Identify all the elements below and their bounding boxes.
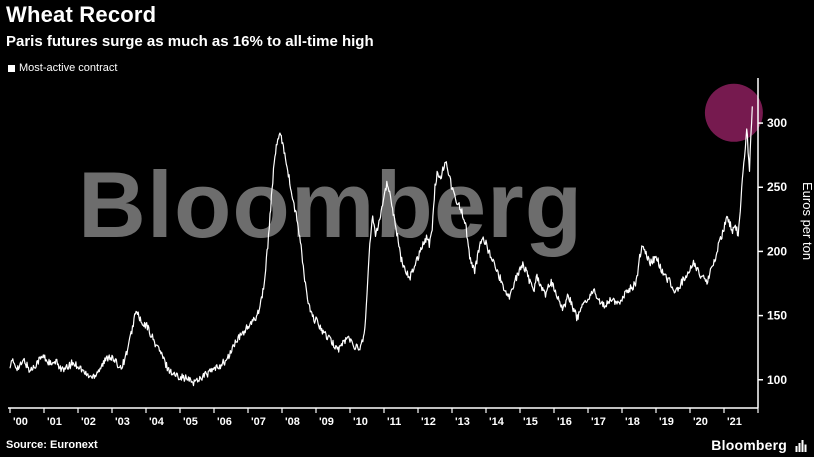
source-note: Source: Euronext xyxy=(6,439,98,451)
chart-header: Wheat Record Paris futures surge as much… xyxy=(6,2,374,50)
chart-footer: Source: Euronext Bloomberg xyxy=(0,433,814,457)
x-tick-label: '10 xyxy=(353,416,368,428)
bloomberg-logo: Bloomberg xyxy=(711,437,787,453)
x-tick-label: '18 xyxy=(625,416,640,428)
x-tick-label: '06 xyxy=(217,416,232,428)
record-high-highlight xyxy=(704,83,763,142)
x-tick-label: '00 xyxy=(13,416,28,428)
x-tick-label: '05 xyxy=(183,416,198,428)
x-tick-label: '12 xyxy=(421,416,436,428)
x-tick-label: '04 xyxy=(149,416,165,428)
x-tick-label: '11 xyxy=(387,416,401,428)
x-tick-label: '01 xyxy=(47,416,62,428)
price-line xyxy=(9,106,753,387)
chart-subtitle: Paris futures surge as much as 16% to al… xyxy=(6,33,374,50)
legend-marker-icon xyxy=(8,64,15,72)
y-axis-title: Euros per ton xyxy=(800,182,814,260)
bloomberg-watermark: Bloomberg xyxy=(78,152,584,257)
y-tick-label: 200 xyxy=(767,244,787,258)
x-tick-label: '07 xyxy=(251,416,266,428)
x-tick-label: '16 xyxy=(557,416,572,428)
x-tick-label: '13 xyxy=(455,416,470,428)
y-tick-label: 150 xyxy=(767,309,787,323)
bloomberg-brand: Bloomberg xyxy=(711,437,808,453)
y-tick-label: 300 xyxy=(767,116,787,130)
bloomberg-terminal-icon xyxy=(795,439,807,452)
x-tick-label: '21 xyxy=(727,416,742,428)
x-tick-label: '03 xyxy=(115,416,130,428)
legend-label: Most-active contract xyxy=(19,62,118,74)
x-tick-label: '14 xyxy=(489,416,505,428)
page-title: Wheat Record xyxy=(6,2,157,27)
x-tick-label: '19 xyxy=(659,416,674,428)
y-tick-label: 100 xyxy=(767,373,787,387)
x-tick-label: '20 xyxy=(693,416,708,428)
x-tick-label: '09 xyxy=(319,416,334,428)
x-tick-label: '17 xyxy=(591,416,606,428)
x-tick-label: '02 xyxy=(81,416,96,428)
legend: Most-active contract xyxy=(8,62,117,74)
y-tick-label: 250 xyxy=(767,180,787,194)
x-tick-label: '08 xyxy=(285,416,300,428)
x-tick-label: '15 xyxy=(523,416,538,428)
